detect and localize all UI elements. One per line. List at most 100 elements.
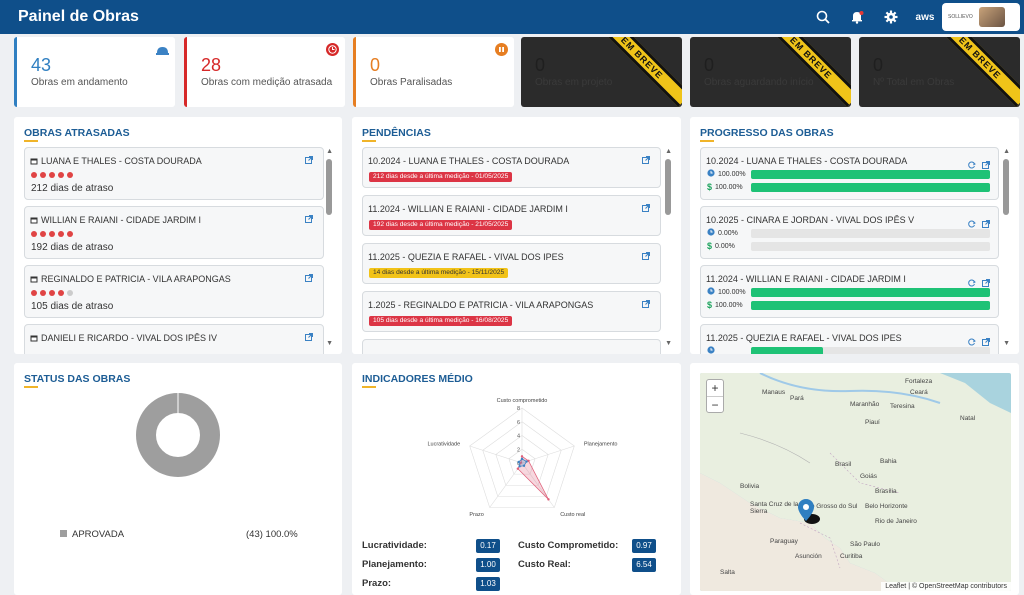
search-icon[interactable] [814,8,832,26]
map-place-label: Mato Grosso do Sul [800,503,858,510]
time-progress-bar [751,288,990,297]
pendencia-card[interactable]: 1.2025 - REGINALDO E PATRICIA - VILA ARA… [362,291,661,332]
atrasada-card[interactable]: WILLIAN E RAIANI - CIDADE JARDIM I 192 di… [24,206,324,259]
kpi-value: 28 [201,55,222,75]
external-link-icon[interactable] [642,300,650,310]
ribbon-label: EM BREVE [619,37,665,81]
scroll-up-arrow[interactable]: ▲ [326,148,333,155]
clock-icon [707,287,715,297]
severity-dot [49,231,55,237]
refresh-icon[interactable] [968,333,976,351]
card-title: LUANA E THALES - COSTA DOURADA [30,156,202,166]
scroll-up-arrow[interactable]: ▲ [1003,148,1010,155]
progresso-card[interactable]: 11.2025 - QUEZIA E RAFAEL - VIVAL DOS IP… [700,324,999,354]
legend-label: APROVADA [72,529,125,540]
scroll-down-arrow[interactable]: ▼ [665,340,672,347]
pendencias-title: PENDÊNCIAS [362,127,431,139]
progresso-card[interactable]: 10.2024 - LUANA E THALES - COSTA DOURADA… [700,147,999,200]
pause-icon [495,43,508,56]
pendencia-card[interactable] [362,339,661,354]
pendencia-card[interactable]: 11.2024 - WILLIAN E RAIANI - CIDADE JARD… [362,195,661,236]
map-place-label: Bahia [880,458,897,465]
external-link-icon[interactable] [305,274,313,284]
radar-point [525,460,528,463]
refresh-icon[interactable] [968,274,976,292]
severity-dot [67,172,73,178]
radar-tick-label: 2 [517,447,520,453]
progresso-card[interactable]: 10.2025 - CINARA E JORDAN - VIVAL DOS IP… [700,206,999,259]
gear-icon[interactable] [882,8,900,26]
user-avatar [978,7,1005,27]
pendencia-card[interactable]: 10.2024 - LUANA E THALES - COSTA DOURADA… [362,147,661,188]
clock-icon [707,169,715,179]
kpi-card[interactable]: 43 Obras em andamento [14,37,175,107]
company-logo[interactable]: SOLLIEVO [942,3,1020,31]
scrollbar[interactable] [1003,159,1009,215]
external-link-icon[interactable] [982,274,990,292]
external-link-icon[interactable] [982,156,990,174]
radar-point [520,455,524,458]
external-link-icon[interactable] [982,215,990,233]
external-link-icon[interactable] [305,333,313,343]
map-place-label: Santa Cruz de la Sierra [750,501,799,515]
progresso-panel: PROGRESSO DAS OBRAS 10.2024 - LUANA E TH… [690,117,1019,354]
kpi-card[interactable]: 0 Obras Paralisadas [353,37,514,107]
scroll-down-arrow[interactable]: ▼ [1003,340,1010,347]
atrasada-card[interactable]: REGINALDO E PATRICIA - VILA ARAPONGAS 105… [24,265,324,318]
obra-name: LUANA E THALES - COSTA DOURADA [41,156,202,166]
external-link-icon[interactable] [642,204,650,214]
map[interactable]: + − Manaus Fortaleza Ceará Teresina Piauí Par… [700,373,1011,591]
scroll-down-arrow[interactable]: ▼ [326,340,333,347]
external-link-icon[interactable] [982,333,990,351]
pendencia-card[interactable]: 11.2025 - QUEZIA E RAFAEL - VIVAL DOS IP… [362,243,661,284]
radar-axis-label: Custo comprometido [497,398,548,404]
scrollbar[interactable] [326,159,332,215]
obra-name: REGINALDO E PATRICIA - VILA ARAPONGAS [41,274,231,284]
refresh-icon[interactable] [968,215,976,233]
map-place-label: Maranhão [850,401,880,408]
kpi-card[interactable]: 0 Obras em projeto EM BREVE [521,37,682,107]
map-place-label: Asunción [795,553,822,560]
map-place-label: Belo Horizonte [865,503,908,510]
map-attribution[interactable]: Leaflet | © OpenStreetMap contributors [881,582,1011,591]
atrasada-card[interactable]: LUANA E THALES - COSTA DOURADA 212 dias d… [24,147,324,200]
bell-icon[interactable] [848,8,866,26]
scrollbar[interactable] [665,159,671,215]
external-link-icon[interactable] [642,252,650,262]
progresso-card[interactable]: 11.2024 - WILLIAN E RAIANI - CIDADE JARD… [700,265,999,318]
time-progress-row [707,346,718,354]
pendencia-name: 1.2025 - REGINALDO E PATRICIA - VILA ARA… [368,300,594,310]
time-progress-fill [751,288,990,297]
atrasada-card[interactable]: DANIELI E RICARDO - VIVAL DOS IPÊS IV [24,324,324,354]
obra-name: DANIELI E RICARDO - VIVAL DOS IPÊS IV [41,333,218,343]
indicator-value: 1.00 [476,558,500,572]
external-link-icon[interactable] [305,215,313,225]
aws-icon[interactable]: aws [916,8,935,26]
obras-atrasadas-panel: OBRAS ATRASADAS LUANA E THALES - COSTA D… [14,117,342,354]
severity-dot [31,290,37,296]
indicator-label: Custo Real: [518,559,571,570]
cost-progress-row: $0.00% [707,241,735,251]
kpi-label: Nº Total em Obras [873,77,955,88]
radar-axis-label: Planejamento [584,442,618,448]
kpi-card[interactable]: 0 Nº Total em Obras EM BREVE [859,37,1020,107]
map-place-label: São Paulo [850,541,880,548]
cost-progress-row: $100.00% [707,300,743,310]
map-place-label: Rio de Janeiro [875,518,917,525]
kpi-value: 43 [31,55,52,75]
external-link-icon[interactable] [642,156,650,166]
refresh-icon[interactable] [968,156,976,174]
severity-dot [31,172,37,178]
calendar-icon [30,215,38,225]
kpi-label: Obras aguardando início [704,77,814,88]
scroll-up-arrow[interactable]: ▲ [665,148,672,155]
zoom-in-button[interactable]: + [707,380,723,397]
zoom-control: + − [706,379,724,413]
map-marker[interactable] [798,499,820,524]
external-link-icon[interactable] [305,156,313,166]
kpi-card[interactable]: 0 Obras aguardando início EM BREVE [690,37,851,107]
pendencias-panel: PENDÊNCIAS 10.2024 - LUANA E THALES - CO… [352,117,681,354]
zoom-out-button[interactable]: − [711,398,719,412]
calendar-icon [30,274,38,284]
kpi-card[interactable]: 28 Obras com medição atrasada [184,37,345,107]
